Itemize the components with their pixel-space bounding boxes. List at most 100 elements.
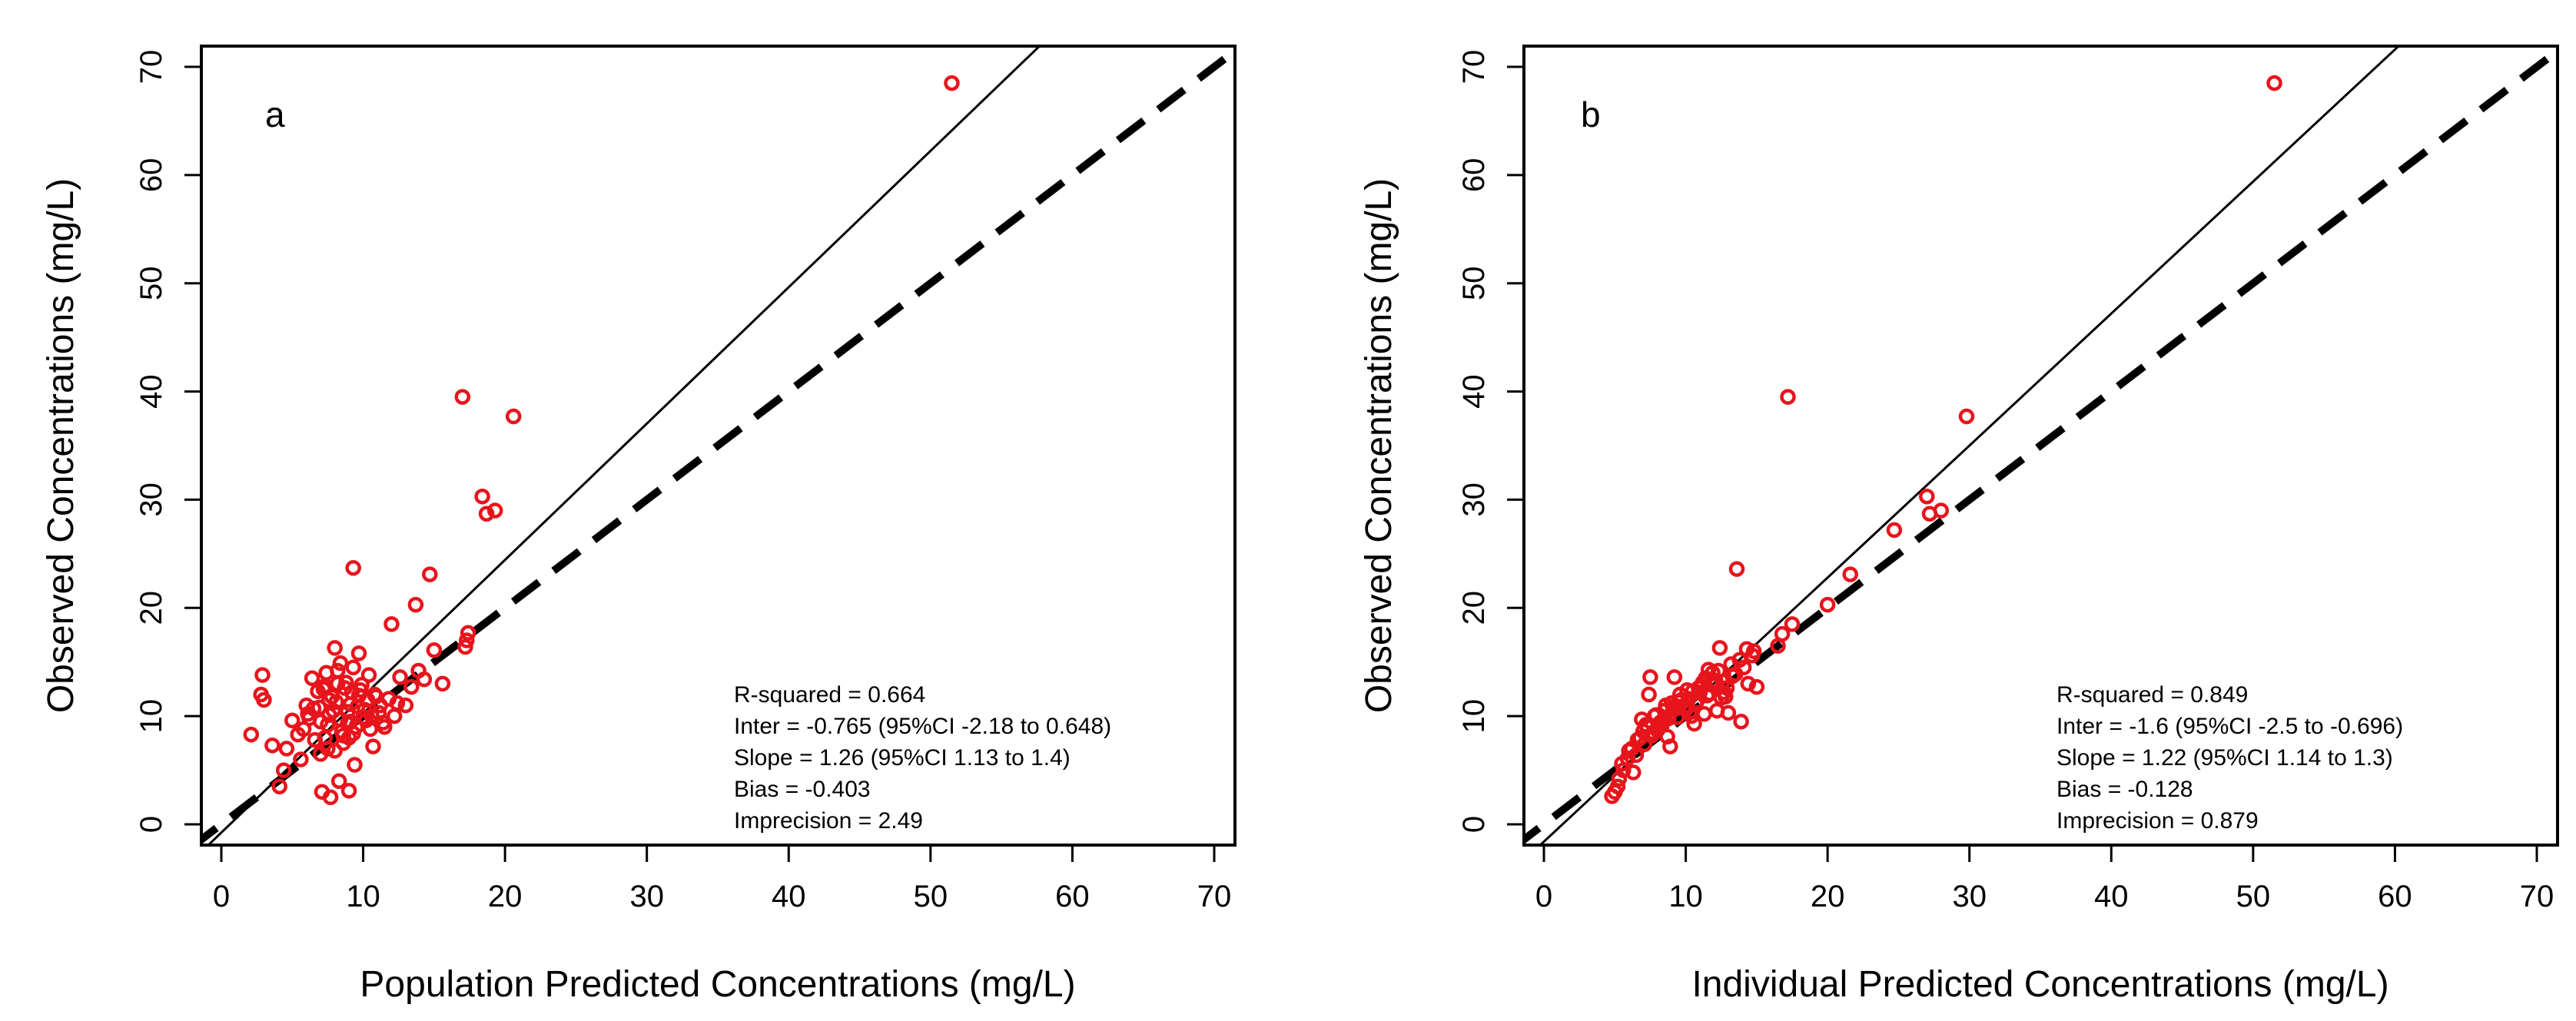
data-point — [1683, 708, 1700, 724]
x-tick-label: 10 — [346, 880, 380, 913]
data-point — [300, 706, 316, 722]
x-tick-label: 70 — [1197, 880, 1232, 913]
data-point — [322, 789, 339, 806]
data-point — [1784, 616, 1801, 632]
data-point — [345, 559, 361, 576]
data-point — [304, 670, 320, 687]
data-point — [377, 718, 393, 735]
data-point — [1686, 715, 1702, 732]
data-point — [1691, 684, 1708, 701]
data-point — [350, 645, 367, 661]
panel-b: 0 10 20 30 40 50 60 70 0 10 20 30 40 50 60 70 b R-squar… — [1359, 45, 2559, 1005]
stat-r-squared: R-squared = 0.849 — [2056, 682, 2248, 708]
plot-clipped-area — [201, 46, 1235, 845]
y-tick-label: 50 — [1457, 266, 1491, 300]
stat-imprecision: Imprecision = 2.49 — [734, 808, 923, 834]
data-point — [1933, 502, 1950, 519]
data-point — [1700, 661, 1717, 678]
data-point — [1780, 389, 1796, 405]
data-point — [1671, 694, 1687, 711]
data-point — [271, 778, 287, 794]
data-point — [332, 655, 349, 671]
stats-annotation-b: R-squared = 0.849 Inter = -1.6 (95%CI -2… — [2056, 682, 2403, 834]
data-point — [1886, 522, 1903, 539]
data-point — [1711, 640, 1728, 656]
stat-bias: Bias = -0.128 — [2056, 777, 2193, 802]
data-point — [474, 488, 490, 505]
y-tick-label: 60 — [1457, 158, 1491, 193]
data-point — [386, 708, 403, 724]
data-point — [317, 678, 333, 694]
data-point — [278, 741, 295, 757]
data-point — [320, 717, 336, 733]
data-point — [1770, 638, 1786, 654]
data-point — [389, 694, 406, 711]
data-point — [1740, 675, 1757, 692]
data-point — [345, 659, 361, 676]
data-point — [330, 662, 346, 679]
data-point — [457, 638, 473, 655]
data-point — [358, 712, 374, 729]
data-point — [1641, 686, 1657, 703]
data-point — [293, 751, 309, 767]
data-point — [454, 389, 471, 405]
data-point — [1621, 742, 1637, 759]
data-point — [295, 721, 312, 738]
data-point — [312, 746, 329, 762]
data-point — [2266, 75, 2282, 91]
panel-letter-a: a — [265, 94, 285, 134]
regression-line — [206, 46, 1041, 845]
y-axis-title-a: Observed Concentrations (mg/L) — [41, 178, 81, 713]
stat-imprecision: Imprecision = 0.879 — [2056, 808, 2259, 834]
x-tick-label: 30 — [629, 880, 664, 913]
y-tick-label: 10 — [1457, 699, 1491, 734]
data-point — [397, 697, 414, 714]
data-point — [1651, 720, 1667, 736]
y-tick-label: 30 — [134, 482, 168, 517]
data-point — [1625, 764, 1642, 781]
data-point — [350, 688, 367, 704]
data-point — [1642, 669, 1658, 685]
x-tick-label: 60 — [1055, 880, 1090, 913]
x-axis-title-a: Population Predicted Concentrations (mg/… — [360, 964, 1075, 1005]
identity-line — [201, 46, 1235, 845]
x-tick-label: 50 — [914, 880, 948, 913]
x-tick-label: 60 — [2378, 880, 2412, 913]
stat-intercept: Inter = -0.765 (95%CI -2.18 to 0.648) — [734, 714, 1111, 739]
y-tick-label: 0 — [134, 816, 168, 833]
data-point — [1634, 711, 1650, 728]
data-point — [392, 669, 408, 685]
data-point — [365, 738, 381, 754]
y-tick-label: 20 — [134, 591, 168, 625]
data-point — [1666, 669, 1683, 685]
data-point — [256, 691, 272, 708]
data-point — [407, 596, 424, 613]
y-tick-label: 60 — [134, 158, 168, 193]
data-point — [944, 75, 960, 91]
data-point — [1659, 728, 1675, 745]
data-point — [1718, 688, 1734, 705]
data-point — [1744, 648, 1761, 664]
data-point — [345, 725, 361, 741]
data-point — [1696, 706, 1712, 722]
data-point — [505, 408, 522, 425]
x-tick-label: 40 — [2094, 880, 2129, 913]
y-tick-label: 30 — [1457, 482, 1491, 517]
data-point — [254, 667, 271, 683]
x-axis-title-b: Individual Predicted Concentrations (mg/… — [1691, 964, 2388, 1005]
data-point — [426, 641, 443, 658]
plot-layer-b: 0 10 20 30 40 50 60 70 0 10 20 30 40 50 60 70 — [1457, 46, 2558, 913]
data-point — [330, 773, 347, 789]
data-point — [478, 506, 495, 522]
data-point — [321, 691, 337, 708]
data-point — [275, 762, 292, 778]
y-tick-label: 20 — [1457, 591, 1491, 625]
data-point — [347, 757, 363, 773]
data-point — [307, 731, 324, 748]
data-point — [434, 675, 451, 692]
data-point — [1919, 488, 1935, 505]
y-tick-label: 70 — [1457, 50, 1491, 85]
plot-frame-b — [1522, 45, 2559, 847]
x-tick-label: 40 — [772, 880, 806, 913]
